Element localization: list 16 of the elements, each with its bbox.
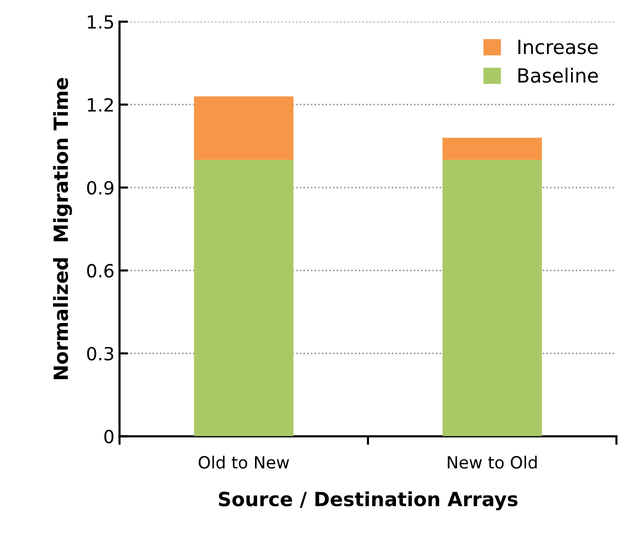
y-axis-title: Normalized Migration Time: [53, 78, 72, 380]
bar: [442, 138, 542, 160]
y-tick-label: 0.6: [87, 264, 114, 278]
y-tick-label: 0: [104, 430, 114, 444]
y-tick-label: 0.3: [87, 346, 114, 360]
x-tick-label: Old to New: [198, 456, 290, 469]
bar: [442, 160, 542, 436]
x-tick-label: New to Old: [448, 456, 537, 469]
y-tick-label: 0.9: [87, 180, 114, 195]
y-tick-label: 1.2: [88, 98, 113, 112]
bar: [194, 96, 294, 160]
x-axis-title: Source / Destination Arrays: [218, 491, 518, 510]
legend-label: Baseline: [518, 68, 598, 83]
legend-label: Increase: [518, 40, 598, 54]
bar: [194, 160, 294, 436]
y-tick-label: 1.5: [88, 15, 114, 29]
